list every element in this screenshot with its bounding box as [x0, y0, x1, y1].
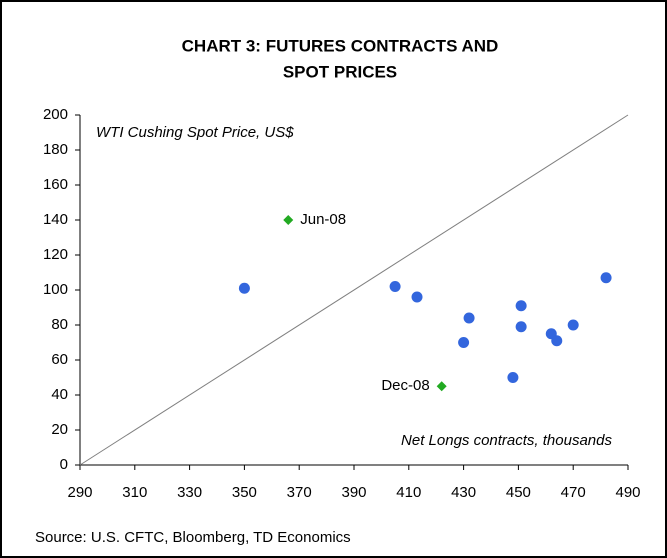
point [600, 272, 612, 284]
x-tick-label: 330 [177, 484, 202, 501]
y-tick-label: 200 [43, 106, 68, 123]
y-tick-label: 20 [51, 421, 68, 438]
x-axis-label: Net Longs contracts, thousands [401, 432, 612, 449]
point [507, 372, 519, 383]
x-tick-label: 470 [561, 484, 586, 501]
reference-line [79, 114, 629, 466]
source: Source: U.S. CFTC, Bloomberg, TD Economi… [35, 529, 351, 546]
x-tick-label: 410 [396, 484, 421, 501]
y-tick-label: 100 [43, 281, 68, 298]
y-tick-label: 180 [43, 141, 68, 158]
point [515, 321, 527, 333]
y-tick-label: 140 [43, 211, 68, 228]
point [389, 281, 401, 292]
y-tick-label: 40 [51, 386, 68, 403]
y-tick-label: 120 [43, 246, 68, 263]
point-label: Jun-08 [300, 211, 346, 228]
x-tick-label: 290 [67, 484, 92, 501]
point-label: Dec-08 [381, 377, 429, 394]
x-tick-label: 490 [615, 484, 640, 501]
point [238, 282, 250, 294]
point [411, 291, 423, 303]
x-tick-label: 430 [451, 484, 476, 501]
point [551, 335, 563, 347]
x-tick-label: 370 [287, 484, 312, 501]
y-tick-label: 0 [60, 456, 68, 473]
y-axis-label: WTI Cushing Spot Price, US$ [96, 124, 294, 141]
y-tick-label: 80 [51, 316, 68, 333]
point [458, 337, 470, 348]
point [283, 215, 294, 225]
chart-title: CHART 3: FUTURES CONTRACTS AND [182, 36, 499, 55]
chart-title: SPOT PRICES [283, 62, 397, 81]
x-tick-label: 310 [122, 484, 147, 501]
x-tick-label: 350 [232, 484, 257, 501]
point [567, 319, 579, 331]
x-tick-label: 450 [506, 484, 531, 501]
y-tick-label: 60 [51, 351, 68, 368]
point [463, 312, 475, 324]
point [515, 300, 527, 312]
x-tick-label: 390 [341, 484, 366, 501]
y-tick-label: 160 [43, 176, 68, 193]
point [436, 381, 447, 392]
